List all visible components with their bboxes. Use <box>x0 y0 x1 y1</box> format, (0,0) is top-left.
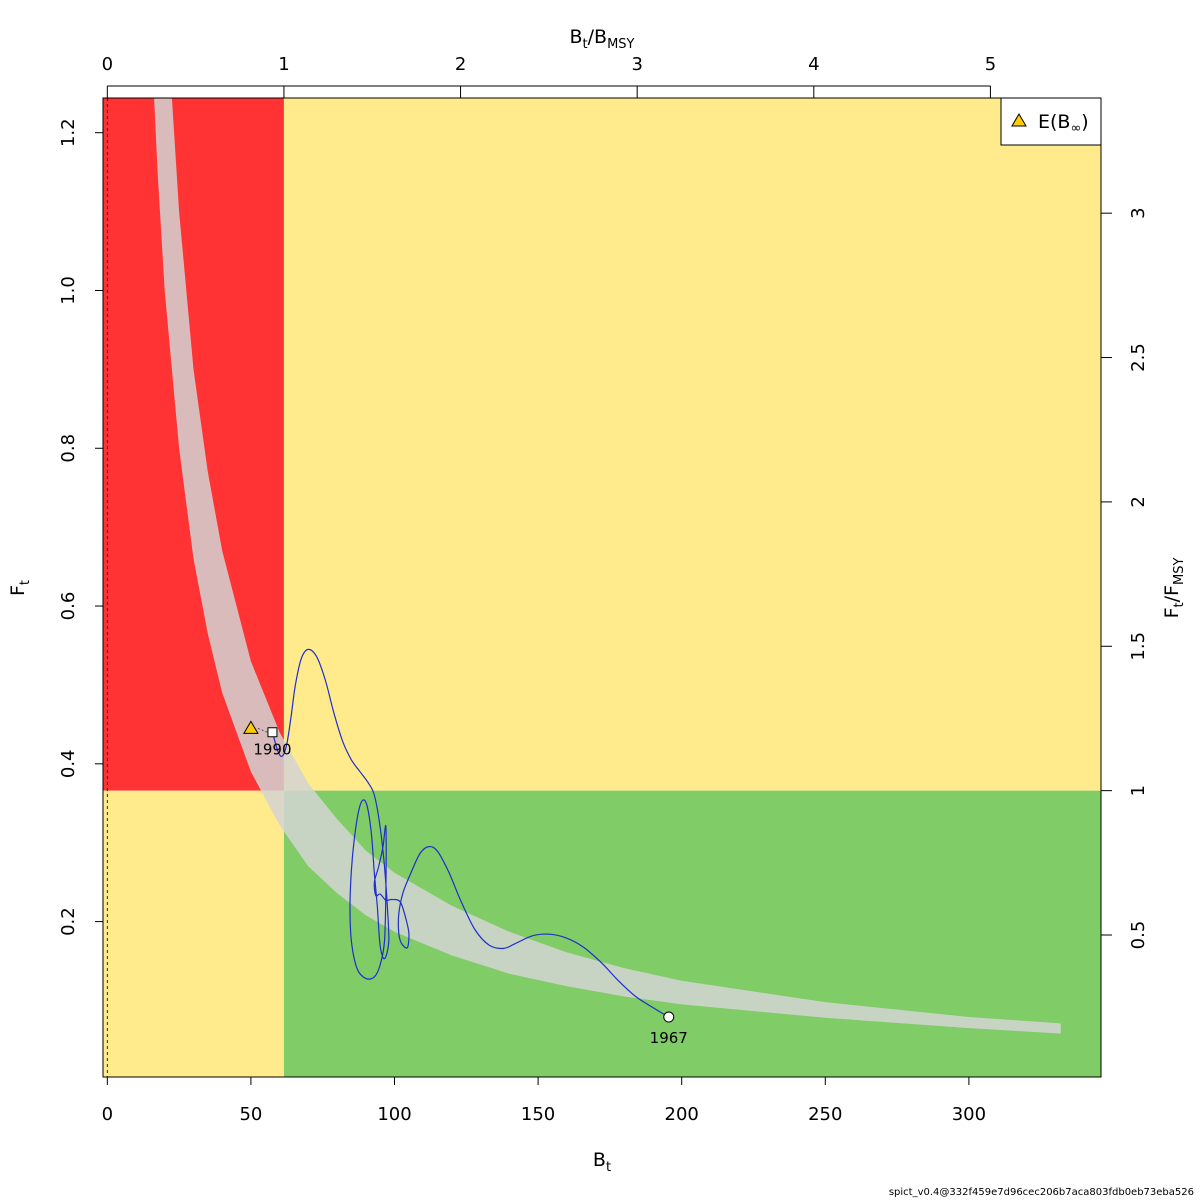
status-zones <box>103 98 1101 1077</box>
x-tick-label: 250 <box>808 1104 842 1125</box>
x-tick-label: 50 <box>239 1104 262 1125</box>
top-tick-label: 3 <box>631 54 642 75</box>
legend: E(B∞) <box>1000 97 1102 146</box>
y-tick-label: 0.2 <box>58 907 79 936</box>
right-tick-label: 1 <box>1128 785 1149 796</box>
y-axis: 0.2 0.4 0.6 0.8 1.0 1.2 <box>58 118 103 936</box>
relative-fishing-axis: 0.5 1 1.5 2 2.5 3 <box>1100 207 1149 950</box>
y-tick-label: 1.0 <box>58 276 79 305</box>
right-tick-label: 1.5 <box>1128 632 1149 661</box>
y-axis-title: Ft <box>7 580 33 596</box>
start-year-label: 1967 <box>650 1029 688 1047</box>
right-tick-label: 2.5 <box>1128 343 1149 372</box>
x-axis: 0 50 100 150 200 250 300 <box>102 1077 986 1125</box>
x-tick-label: 100 <box>377 1104 411 1125</box>
relative-biomass-axis: 0 1 2 3 4 5 <box>102 54 996 98</box>
legend-marker-icon <box>1011 113 1027 127</box>
end-point-marker <box>267 727 278 738</box>
right-tick-label: 3 <box>1128 207 1149 218</box>
trajectory-line <box>271 648 670 1018</box>
y-tick-label: 0.6 <box>58 592 79 621</box>
top-axis-title: Bt/BMSY <box>569 26 634 52</box>
version-footer: spict_v0.4@332f459e7d96cec206b7aca803fdb… <box>888 1187 1194 1198</box>
y-tick-label: 0.8 <box>58 434 79 463</box>
top-tick-label: 4 <box>808 54 819 75</box>
x-tick-label: 0 <box>102 1104 113 1125</box>
y-tick-label: 0.4 <box>58 749 79 778</box>
top-tick-label: 0 <box>102 54 113 75</box>
top-tick-label: 1 <box>278 54 289 75</box>
end-year-label: 1990 <box>253 740 291 758</box>
x-tick-label: 300 <box>952 1104 986 1125</box>
top-tick-label: 5 <box>985 54 996 75</box>
start-point-marker <box>663 1011 675 1023</box>
x-tick-label: 200 <box>665 1104 699 1125</box>
top-tick-label: 2 <box>455 54 466 75</box>
overfishing-zone <box>283 98 1101 791</box>
x-axis-title: Bt <box>593 1149 611 1175</box>
equilibrium-marker <box>243 720 259 734</box>
projection-link <box>257 727 268 733</box>
right-axis-title: Ft/FMSY <box>1161 558 1187 619</box>
legend-label: E(B∞) <box>1038 111 1089 136</box>
x-tick-label: 150 <box>521 1104 555 1125</box>
y-tick-label: 1.2 <box>58 118 79 147</box>
right-tick-label: 2 <box>1128 496 1149 507</box>
overfished-zone <box>103 790 284 1077</box>
right-tick-label: 0.5 <box>1128 921 1149 950</box>
